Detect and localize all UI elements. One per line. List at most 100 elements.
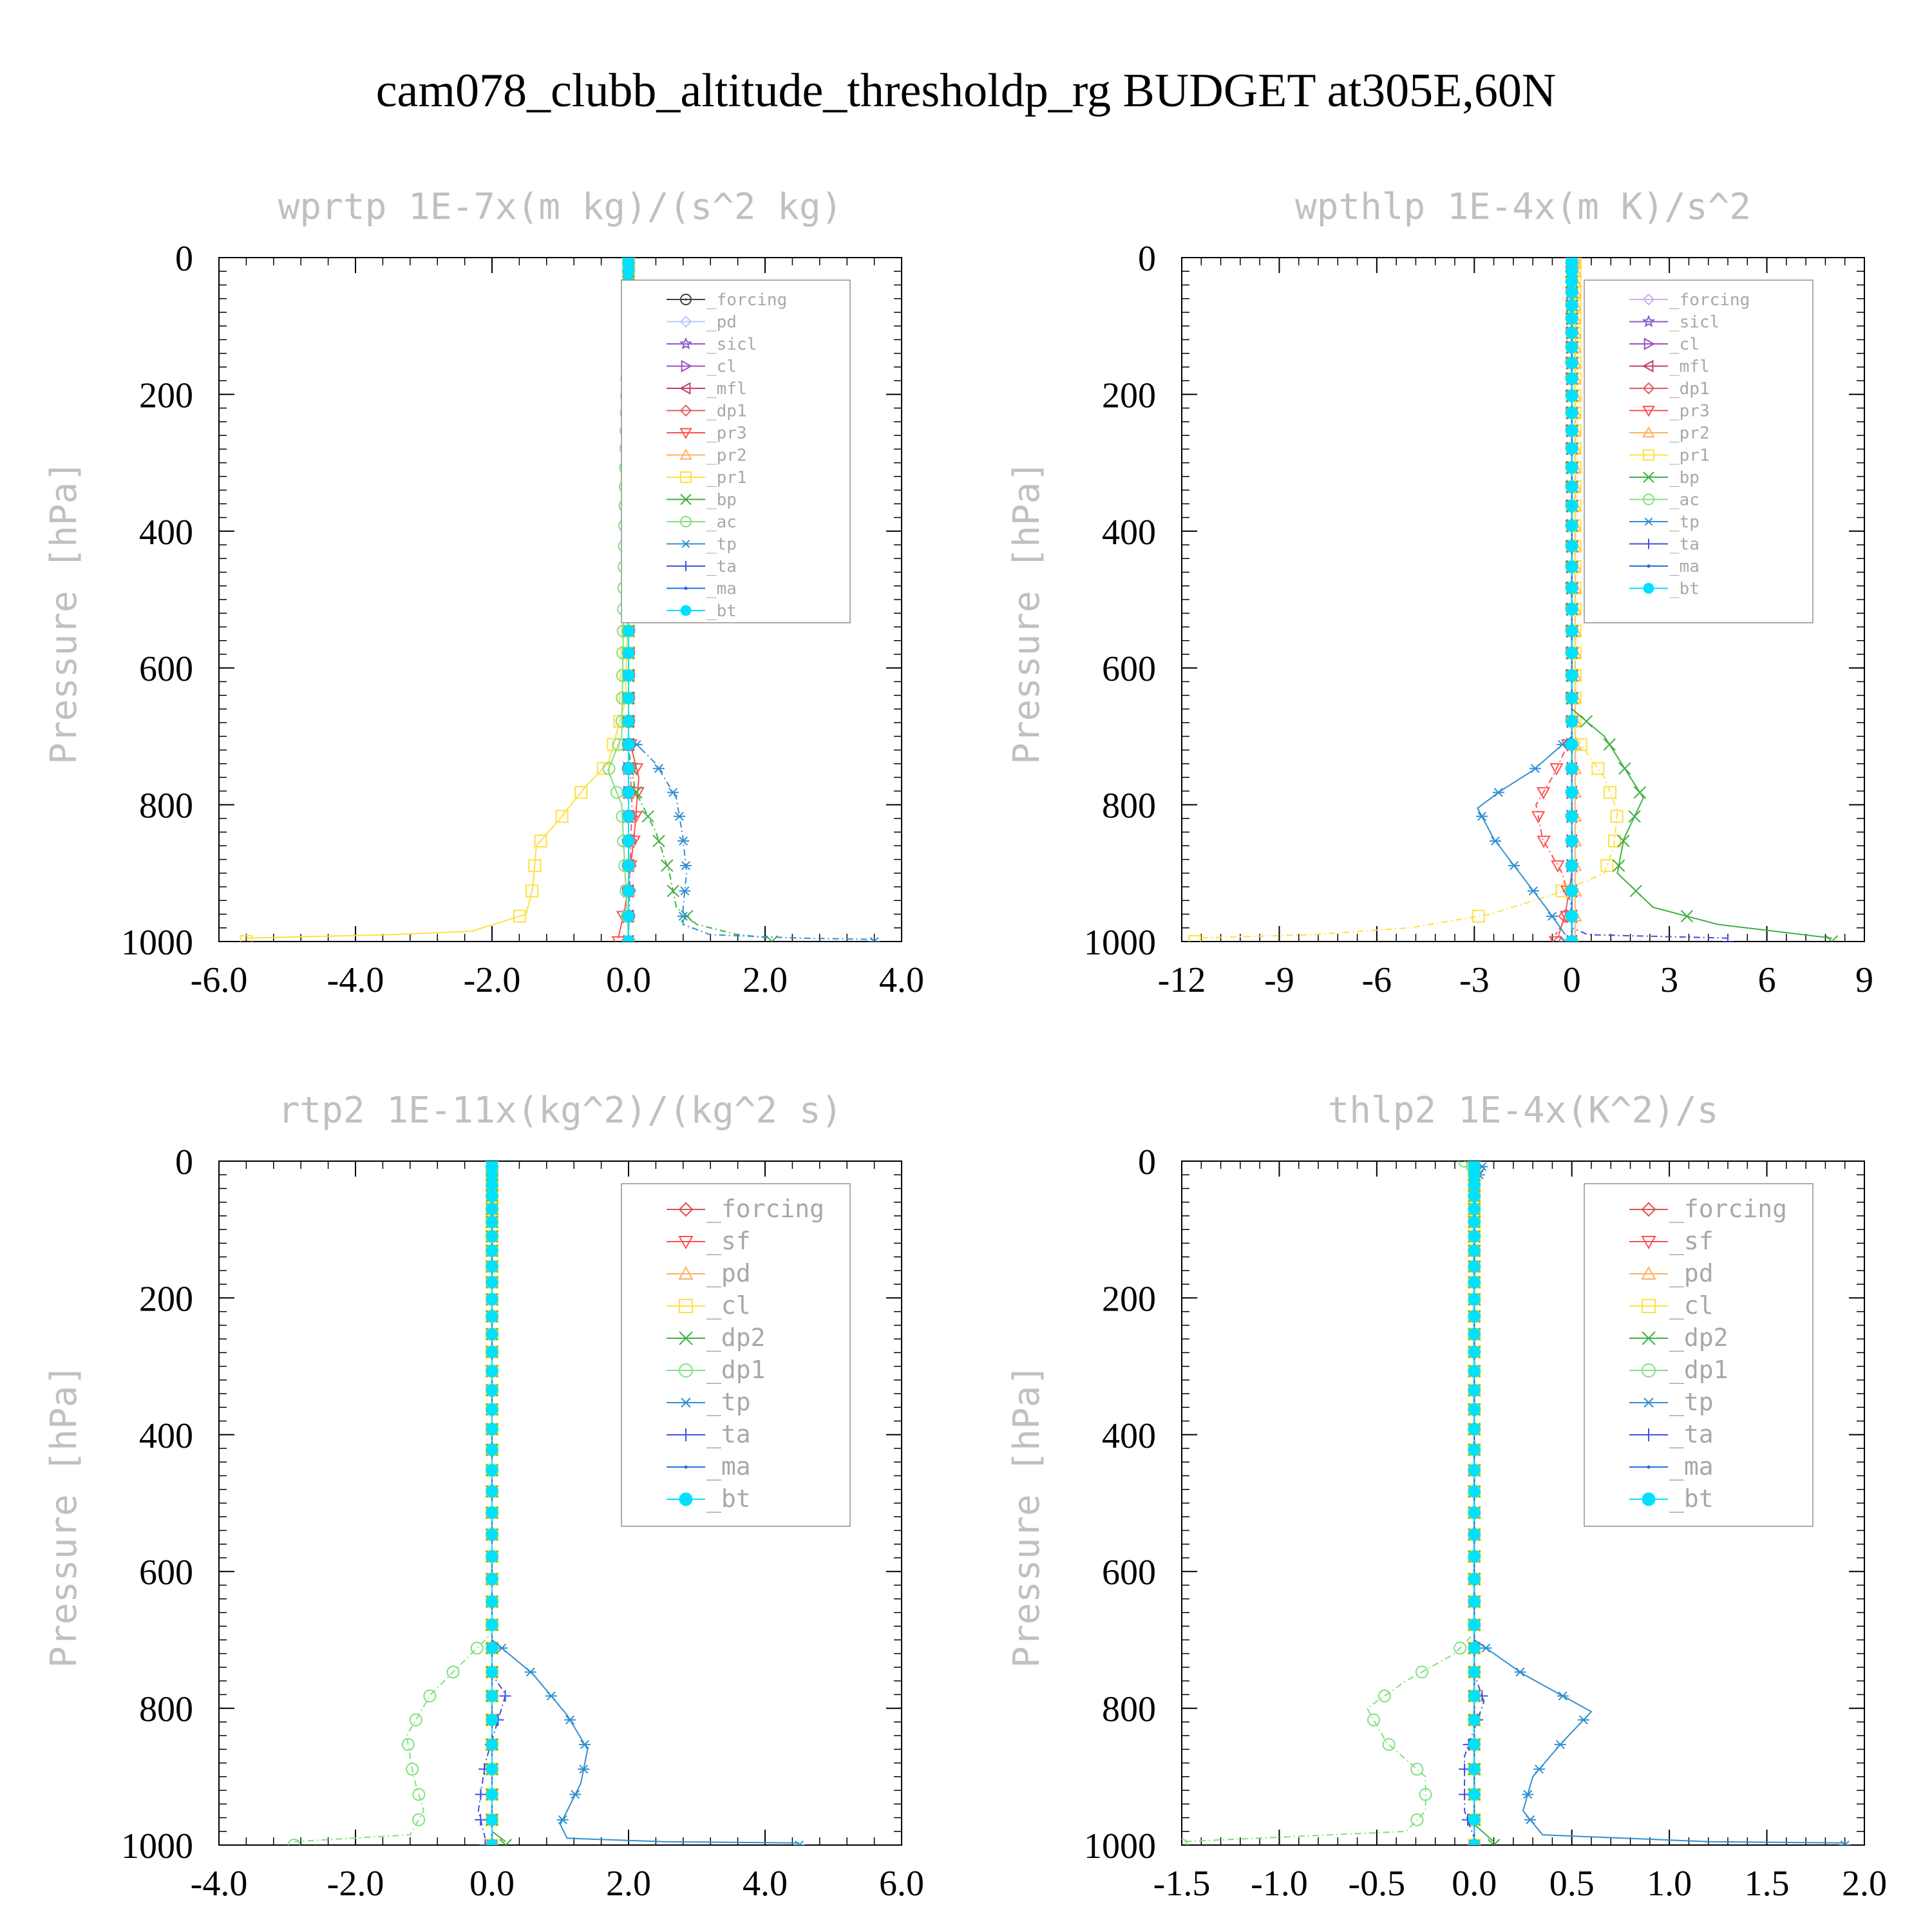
data-point: [622, 810, 635, 823]
legend-box: [621, 1183, 851, 1527]
y-axis-label: Pressure [hPa]: [1006, 1364, 1048, 1668]
data-point: [486, 1260, 498, 1273]
y-tick-label: 400: [1102, 1416, 1156, 1456]
x-tick-label: 2.0: [743, 960, 788, 1000]
legend-entry: _ta: [667, 557, 737, 576]
x-tick-label: 9: [1855, 960, 1873, 1000]
legend-label: _bp: [1669, 468, 1700, 488]
series-bt: [1468, 1161, 1481, 1845]
data-point: [486, 1618, 498, 1631]
legend-entry: _ta: [1629, 1420, 1714, 1449]
data-point: [1531, 811, 1546, 824]
legend-marker: [678, 1202, 694, 1217]
data-point: [1537, 835, 1551, 848]
legend-marker: [1642, 1299, 1656, 1313]
x-tick-label: 6.0: [879, 1864, 924, 1904]
data-point: [406, 1763, 419, 1776]
data-point: [475, 1788, 487, 1801]
data-point: [1566, 519, 1578, 532]
legend-label: _pr2: [706, 446, 747, 466]
legend-marker: [679, 1397, 692, 1408]
legend-marker: [680, 294, 692, 305]
data-point: [569, 1790, 582, 1799]
data-point: [1458, 1161, 1472, 1168]
data-point: [1472, 909, 1485, 923]
legend-marker: [679, 1299, 693, 1313]
data-point: [1468, 1550, 1481, 1563]
data-point: [1508, 861, 1520, 871]
legend-label: _cl: [1669, 1291, 1714, 1320]
x-tick-label: -2.0: [327, 1864, 384, 1904]
legend-marker: [684, 1465, 688, 1469]
legend-marker: [680, 605, 692, 616]
data-point: [622, 647, 635, 659]
data-point: [1468, 1714, 1481, 1727]
data-point: [1604, 786, 1617, 799]
y-tick-label: 200: [139, 375, 193, 415]
legend-marker: [1643, 471, 1654, 483]
legend-entry: _forcing: [667, 1195, 824, 1224]
legend-entry: _sicl: [1629, 313, 1719, 332]
legend-box: [621, 279, 851, 623]
legend-label: _pd: [706, 313, 737, 332]
legend-entry: _bt: [1629, 580, 1700, 599]
legend-label: _bp: [706, 491, 737, 510]
data-point: [622, 786, 635, 799]
data-point: [1468, 1423, 1481, 1435]
legend-label: _ta: [706, 1420, 751, 1449]
legend-marker: [684, 586, 688, 591]
legend-entry: _cl: [1629, 1291, 1714, 1320]
y-tick-label: 0: [175, 239, 193, 279]
data-point: [486, 1216, 498, 1228]
data-point: [1554, 1739, 1566, 1749]
legend-entry: _dp1: [667, 402, 747, 421]
legend-entry: _pd: [667, 1259, 751, 1288]
data-point: [1566, 461, 1578, 474]
data-point: [486, 1244, 498, 1257]
data-point: [240, 935, 253, 942]
data-point: [1566, 540, 1578, 553]
data-point: [1580, 715, 1593, 728]
data-point: [1566, 835, 1578, 848]
legend-entry: _mfl: [1629, 357, 1710, 377]
data-point: [1566, 406, 1578, 419]
data-point: [486, 1573, 498, 1586]
legend-label: _cl: [706, 1291, 751, 1320]
legend-entry: _pd: [1629, 1259, 1714, 1288]
data-point: [1566, 424, 1578, 437]
data-point: [409, 1713, 422, 1727]
legend-label: _ta: [1669, 1420, 1714, 1449]
data-point: [611, 936, 625, 942]
legend-entry: _pr1: [667, 468, 747, 488]
data-point: [1468, 1260, 1481, 1273]
data-point: [1628, 810, 1641, 823]
y-tick-label: 400: [1102, 513, 1156, 553]
data-point: [556, 1815, 569, 1824]
data-point: [486, 1189, 498, 1202]
series-bt: [486, 1161, 498, 1845]
data-point: [1612, 859, 1625, 872]
data-point: [1468, 1618, 1481, 1631]
data-point: [486, 1293, 498, 1305]
data-point: [622, 669, 635, 682]
data-point: [401, 1738, 415, 1751]
panel-1: wprtp 1E-7x(m kg)/(s^2 kg) Pressure [hPa]…: [43, 186, 924, 1000]
y-tick-label: 0: [1138, 1142, 1156, 1182]
data-area: [1188, 258, 1839, 942]
y-tick-label: 600: [1102, 1553, 1156, 1593]
data-point: [1468, 1189, 1481, 1202]
data-point: [667, 788, 679, 797]
x-tick-label: -0.5: [1349, 1864, 1406, 1904]
legend-entry: _pd: [667, 313, 737, 332]
legend-label: _pr3: [1669, 402, 1710, 421]
x-tick-label: 0: [1563, 960, 1581, 1000]
panel-3: rtp2 1E-11x(kg^2)/(kg^2 s) Pressure [hPa]…: [43, 1090, 924, 1904]
legend-entry: _pr3: [1629, 402, 1710, 421]
data-point: [1566, 480, 1578, 493]
data-point: [622, 935, 635, 942]
data-point: [622, 835, 635, 848]
data-point: [486, 1310, 498, 1323]
y-axis-label: Pressure [hPa]: [1006, 460, 1048, 764]
legend-label: _pd: [1669, 1259, 1714, 1288]
data-point: [1382, 1738, 1396, 1751]
